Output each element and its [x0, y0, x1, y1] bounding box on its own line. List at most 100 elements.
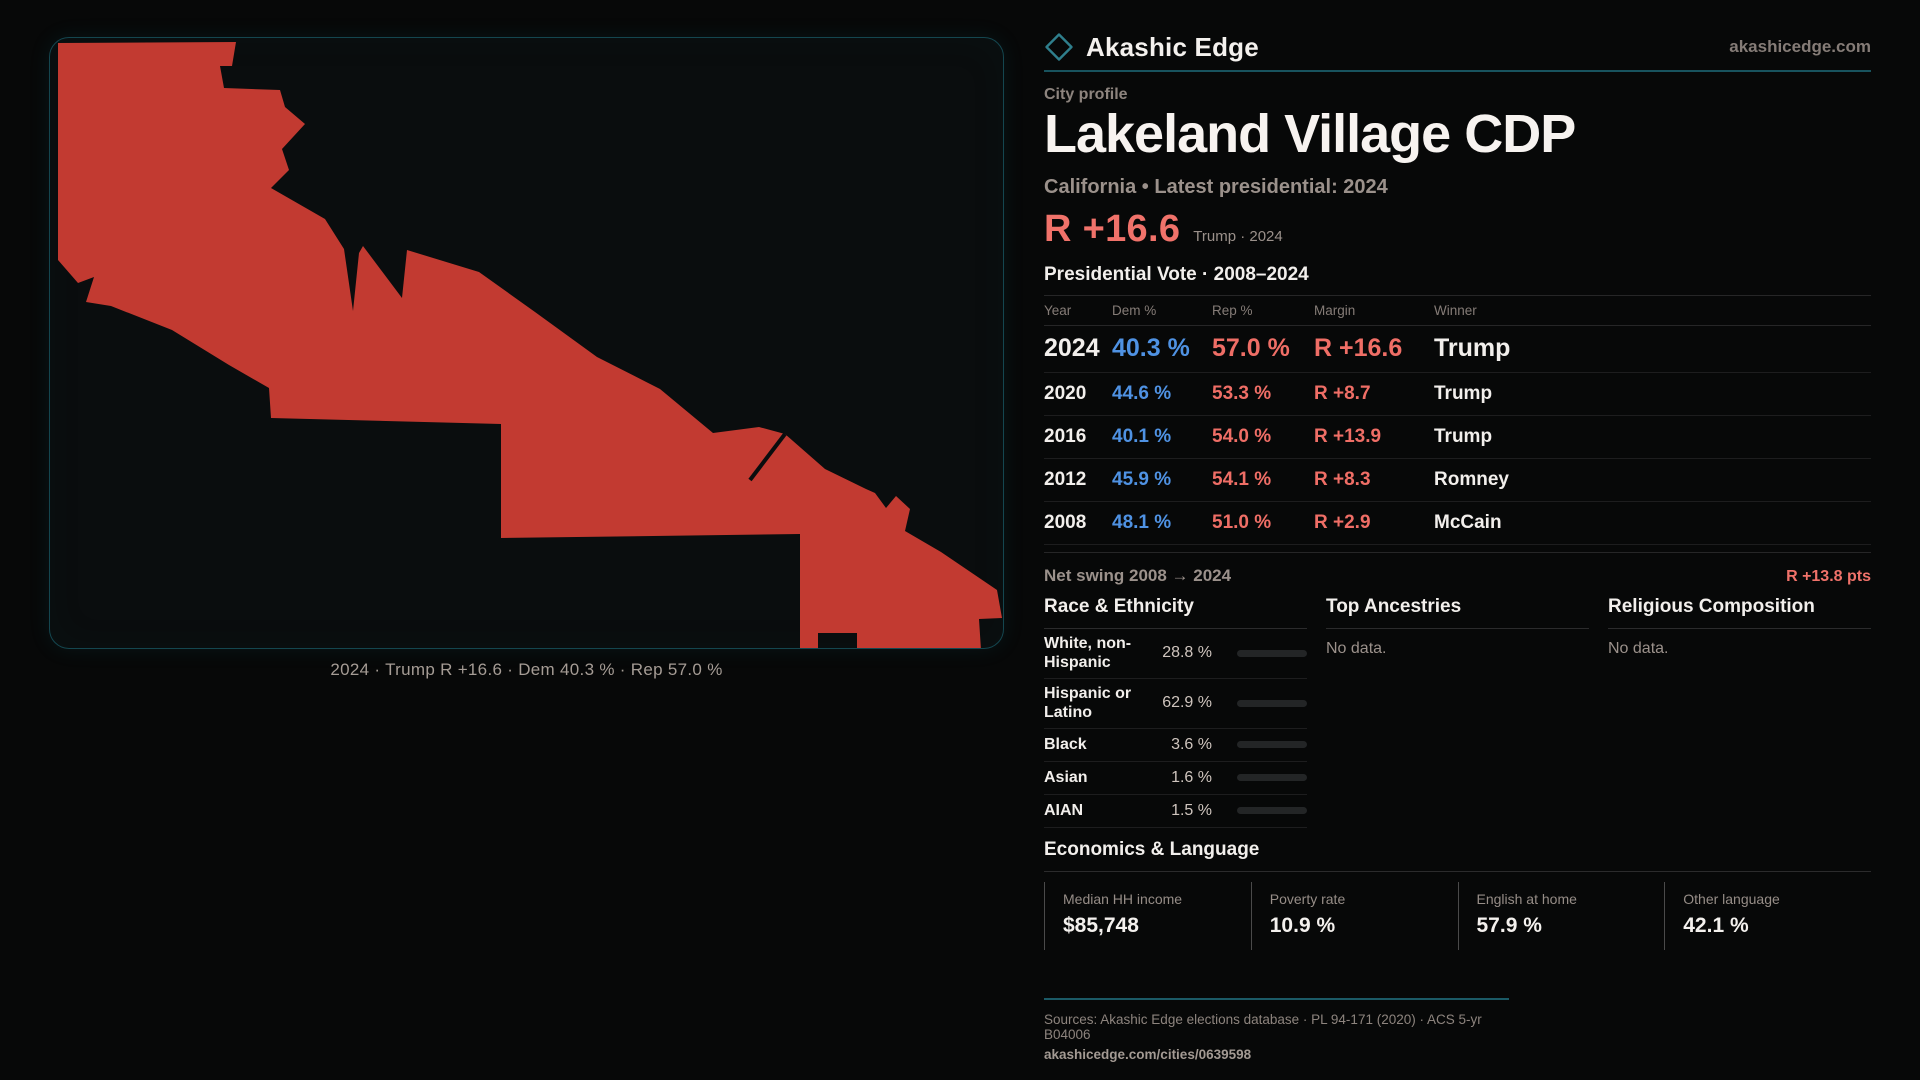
cell-rep: 54.0 %	[1212, 425, 1272, 447]
stat-value: 10.9 %	[1269, 913, 1336, 937]
race-row: Hispanic or Latino 62.9 %	[1044, 679, 1307, 729]
religion-section-title: Religious Composition	[1608, 596, 1871, 629]
table-row: 2024 40.3 % 57.0 % R +16.6 Trump	[1044, 326, 1871, 373]
kicker-label: City profile	[1044, 86, 1128, 103]
race-label: AIAN	[1044, 801, 1084, 819]
cell-dem: 45.9 %	[1112, 468, 1172, 490]
race-bar-track	[1237, 699, 1307, 707]
cell-rep: 51.0 %	[1212, 511, 1272, 533]
table-row: 2020 44.6 % 53.3 % R +8.7 Trump	[1044, 373, 1871, 416]
headline-margin-context: Trump · 2024	[1193, 227, 1283, 245]
vote-table-title: Presidential Vote · 2008–2024	[1044, 263, 1309, 285]
col-header-winner: Winner	[1434, 302, 1477, 318]
cell-year: 2024	[1044, 334, 1100, 363]
stat-cell: Poverty rate 10.9 %	[1250, 881, 1458, 950]
race-value: 1.5 %	[1171, 801, 1212, 819]
cell-winner: Romney	[1434, 468, 1509, 490]
cell-year: 2008	[1044, 511, 1087, 533]
cell-dem: 48.1 %	[1112, 511, 1172, 533]
diamond-logo-icon	[1045, 33, 1073, 61]
city-boundary-shape	[58, 42, 1002, 648]
brand-name: Akashic Edge	[1086, 31, 1259, 62]
stat-value: 57.9 %	[1476, 913, 1542, 937]
stat-label: Median HH income	[1063, 890, 1183, 907]
cell-rep: 57.0 %	[1212, 334, 1290, 363]
top-ancestries-section: Top Ancestries No data.	[1326, 596, 1589, 828]
cell-margin: R +2.9	[1314, 511, 1371, 533]
race-ethnicity-section: Race & Ethnicity White, non-Hispanic 28.…	[1044, 596, 1307, 828]
table-row: 2012 45.9 % 54.1 % R +8.3 Romney	[1044, 459, 1871, 502]
cell-winner: McCain	[1434, 511, 1502, 533]
map-caption: 2024 · Trump R +16.6 · Dem 40.3 % · Rep …	[330, 660, 723, 679]
stat-cell: Other language 42.1 %	[1664, 881, 1871, 950]
table-row: 2016 40.1 % 54.0 % R +13.9 Trump	[1044, 416, 1871, 459]
cell-margin: R +13.9	[1314, 425, 1382, 447]
race-label: Asian	[1044, 768, 1088, 786]
col-header-margin: Margin	[1314, 302, 1356, 318]
race-value: 3.6 %	[1171, 735, 1212, 753]
page-subtitle: California • Latest presidential: 2024	[1044, 175, 1388, 198]
race-bar-track	[1237, 774, 1307, 782]
stat-label: Other language	[1683, 890, 1780, 907]
race-label: Black	[1044, 735, 1087, 753]
net-swing-value: R +13.8 pts	[1786, 567, 1871, 585]
race-value: 1.6 %	[1171, 768, 1212, 786]
cell-margin: R +16.6	[1314, 334, 1403, 363]
economics-stats-row: Median HH income $85,748 Poverty rate 10…	[1044, 881, 1871, 950]
brand-domain-link[interactable]: akashicedge.com	[1729, 37, 1871, 56]
cell-winner: Trump	[1434, 425, 1493, 447]
city-boundary-map-panel	[49, 37, 1004, 649]
cell-year: 2020	[1044, 382, 1087, 404]
race-row: AIAN 1.5 %	[1044, 795, 1307, 828]
boundary-cut-line	[748, 432, 787, 482]
brand-header: Akashic Edge akashicedge.com	[1044, 28, 1871, 72]
cell-winner: Trump	[1434, 334, 1511, 363]
page-title: Lakeland Village CDP	[1044, 104, 1576, 164]
brand-logo-group[interactable]: Akashic Edge	[1044, 32, 1259, 63]
city-profile-card: Akashic Edge akashicedge.com City profil…	[1044, 28, 1871, 1062]
stat-label: Poverty rate	[1269, 890, 1346, 907]
cell-dem: 40.3 %	[1112, 334, 1190, 363]
cell-winner: Trump	[1434, 382, 1493, 404]
city-polygon	[58, 42, 1002, 648]
permalink[interactable]: akashicedge.com/cities/0639598	[1044, 1046, 1252, 1062]
race-bar-track	[1237, 741, 1307, 749]
ancestries-section-title: Top Ancestries	[1326, 596, 1589, 629]
stat-value: 42.1 %	[1683, 913, 1749, 937]
cell-dem: 40.1 %	[1112, 425, 1172, 447]
race-label: White, non-Hispanic	[1044, 634, 1132, 672]
stat-label: English at home	[1476, 890, 1577, 907]
sources-footer: Sources: Akashic Edge elections database…	[1044, 997, 1509, 1062]
cell-margin: R +8.7	[1314, 382, 1371, 404]
cell-dem: 44.6 %	[1112, 382, 1172, 404]
ancestries-empty-state: No data.	[1326, 639, 1387, 657]
col-header-rep: Rep %	[1212, 302, 1253, 318]
stat-cell: Median HH income $85,748	[1044, 881, 1251, 950]
race-bar-track	[1237, 649, 1307, 657]
race-bar-track	[1237, 807, 1307, 815]
headline-margin-row: R +16.6 Trump · 2024	[1044, 208, 1871, 251]
sources-text: Sources: Akashic Edge elections database…	[1044, 1011, 1482, 1042]
cell-rep: 54.1 %	[1212, 468, 1272, 490]
cell-year: 2012	[1044, 468, 1087, 490]
net-swing-row: Net swing 2008 → 2024 R +13.8 pts	[1044, 551, 1871, 586]
race-section-title: Race & Ethnicity	[1044, 596, 1307, 629]
religious-composition-section: Religious Composition No data.	[1608, 596, 1871, 828]
stat-value: $85,748	[1063, 913, 1139, 937]
cell-year: 2016	[1044, 425, 1087, 447]
table-header-row: Year Dem % Rep % Margin Winner	[1044, 296, 1871, 326]
race-label: Hispanic or Latino	[1044, 684, 1132, 722]
economics-section-title: Economics & Language	[1044, 839, 1871, 872]
race-value: 28.8 %	[1162, 644, 1212, 662]
net-swing-label: Net swing 2008 → 2024	[1044, 565, 1232, 585]
col-header-dem: Dem %	[1112, 302, 1157, 318]
cell-margin: R +8.3	[1314, 468, 1371, 490]
stat-cell: English at home 57.9 %	[1457, 881, 1665, 950]
table-row: 2008 48.1 % 51.0 % R +2.9 McCain	[1044, 502, 1871, 545]
cell-rep: 53.3 %	[1212, 382, 1272, 404]
race-row: White, non-Hispanic 28.8 %	[1044, 629, 1307, 679]
religion-empty-state: No data.	[1608, 639, 1669, 657]
race-value: 62.9 %	[1162, 694, 1212, 712]
presidential-vote-table: Year Dem % Rep % Margin Winner 2024 40.3…	[1044, 294, 1871, 545]
race-row: Black 3.6 %	[1044, 729, 1307, 762]
